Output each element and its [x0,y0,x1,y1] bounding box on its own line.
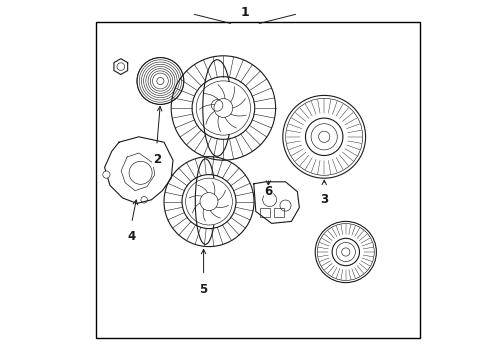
Bar [96,22,419,338]
Text: 5: 5 [199,283,208,296]
Text: 4: 4 [127,230,136,243]
Bar [273,207,284,217]
Text: 1: 1 [241,6,249,19]
Text: 6: 6 [264,185,272,198]
Circle shape [103,171,110,178]
Text: 3: 3 [320,193,328,206]
Text: 2: 2 [153,153,161,166]
Bar [260,207,270,217]
